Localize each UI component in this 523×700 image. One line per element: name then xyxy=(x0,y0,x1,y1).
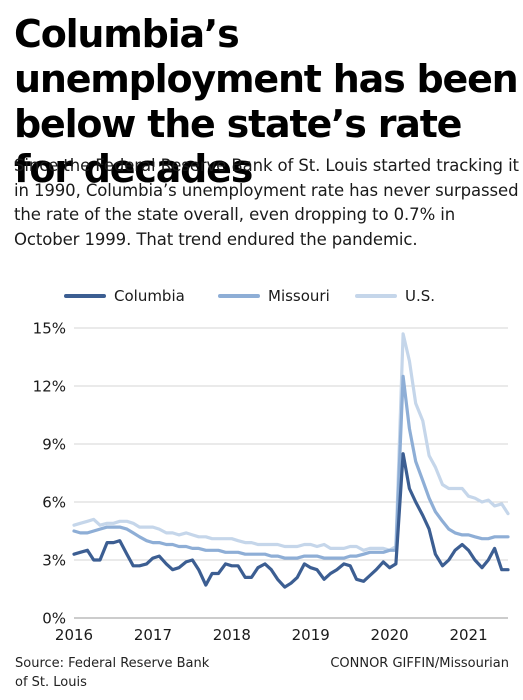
line-chart: 0% 3% 6% 9% 12% 15% 2016 2017 2018 2019 2020 2021 xyxy=(33,320,510,644)
x-tick-label-2020: 2020 xyxy=(371,626,409,644)
x-tick-label-2019: 2019 xyxy=(292,626,330,644)
us-line xyxy=(72,332,510,552)
chart-title: Columbia’s unemployment has been below t… xyxy=(14,12,519,191)
y-tick-label-3: 3% xyxy=(42,552,66,570)
legend-swatch-us xyxy=(355,294,397,298)
missouri-line xyxy=(72,374,510,560)
legend-label-us: U.S. xyxy=(405,287,436,305)
x-tick-label-2018: 2018 xyxy=(213,626,251,644)
legend-item-missouri: Missouri xyxy=(218,284,330,308)
x-tick-label-2016: 2016 xyxy=(55,626,93,644)
x-tick-label-2017: 2017 xyxy=(134,626,172,644)
legend-swatch-columbia xyxy=(64,294,106,298)
y-tick-label-15: 15% xyxy=(33,320,66,338)
y-tick-label-0: 0% xyxy=(42,610,66,628)
chart-subtitle: Since the Federal Reserve Bank of St. Lo… xyxy=(14,156,519,249)
legend-label-missouri: Missouri xyxy=(268,287,330,305)
y-tick-label-6: 6% xyxy=(42,494,66,512)
source-note: Source: Federal Reserve Bank of St. Loui… xyxy=(15,656,210,690)
y-tick-label-9: 9% xyxy=(42,436,66,454)
legend: Columbia Missouri U.S. xyxy=(0,284,523,308)
legend-label-columbia: Columbia xyxy=(114,287,185,305)
y-tick-label-12: 12% xyxy=(33,378,66,396)
legend-item-columbia: Columbia xyxy=(64,284,185,308)
x-tick-label-2021: 2021 xyxy=(449,626,487,644)
credit-line: CONNOR GIFFIN/Missourian xyxy=(330,656,509,671)
legend-item-us: U.S. xyxy=(355,284,435,308)
columbia-line xyxy=(72,452,510,589)
legend-swatch-missouri xyxy=(218,294,260,298)
